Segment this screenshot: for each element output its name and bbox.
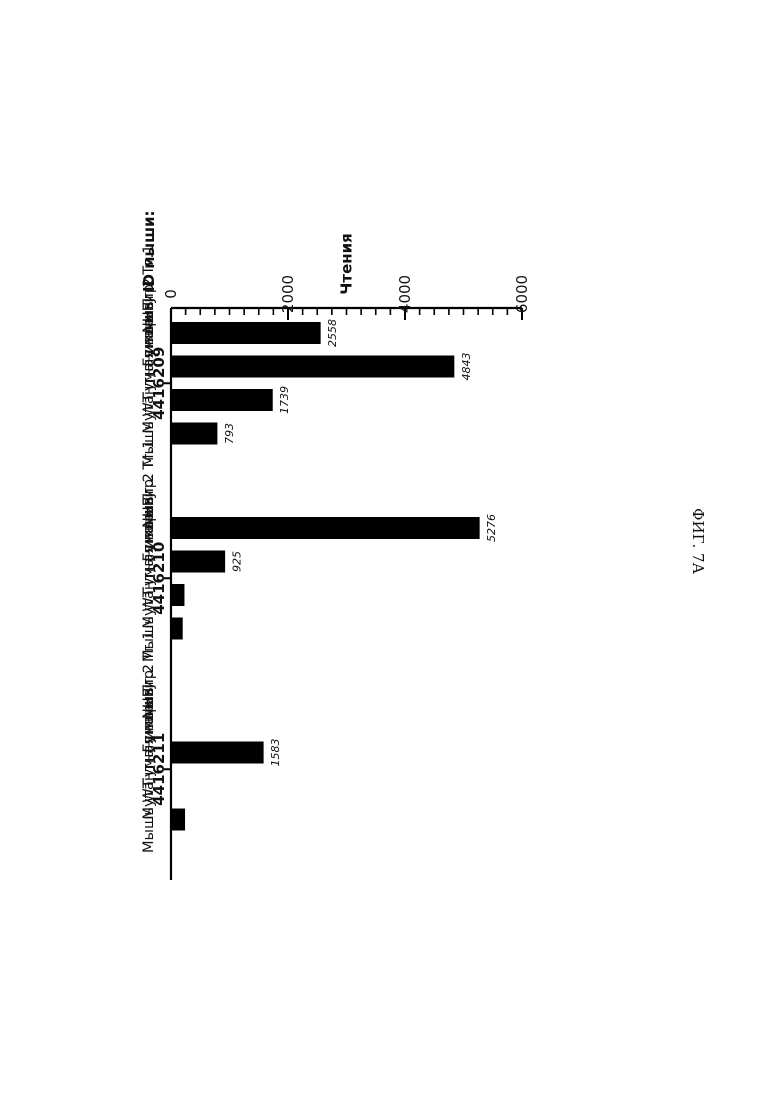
value-label-4416209-3: 793 (223, 423, 236, 444)
y-tick-label: 4000 (396, 275, 414, 313)
value-label-4416211-1: 1583 (269, 739, 282, 767)
mouse-id-label: ID мыши: (140, 210, 158, 292)
value-label-4416210-0: 5276 (485, 514, 498, 542)
bar-4416209-1 (171, 356, 454, 378)
bar-4416210-2 (171, 584, 184, 606)
value-label-4416209-2: 1739 (278, 386, 291, 414)
y-tick-label: 2000 (279, 275, 297, 313)
bar-4416209-0 (171, 322, 321, 344)
group-id-label: 4416209 (150, 347, 168, 420)
y-tick-label: 6000 (513, 275, 531, 313)
value-label-4416210-1: 925 (231, 551, 244, 572)
y-tick-label: 0 (162, 289, 180, 299)
bar-4416209-3 (171, 423, 217, 445)
value-label-4416209-0: 2558 (326, 319, 339, 347)
figure-caption: ФИГ. 7А (689, 508, 707, 575)
group-id-label: 4416210 (150, 542, 168, 615)
bars-layer (171, 322, 480, 831)
group-id-label: 4416211 (150, 733, 168, 806)
rotated-chart-group: 0200040006000 2558NHEJ4843Гуманизир. Тг.… (140, 210, 531, 880)
y-axis-title: Чтения (338, 233, 356, 295)
bar-4416211-1 (171, 742, 264, 764)
value-label-4416209-1: 4843 (460, 353, 473, 381)
bar-4416209-2 (171, 389, 273, 411)
bar-4416211-3 (171, 809, 185, 831)
bar-4416210-0 (171, 517, 480, 539)
bar-4416210-3 (171, 618, 183, 640)
bar-4416210-1 (171, 551, 225, 573)
